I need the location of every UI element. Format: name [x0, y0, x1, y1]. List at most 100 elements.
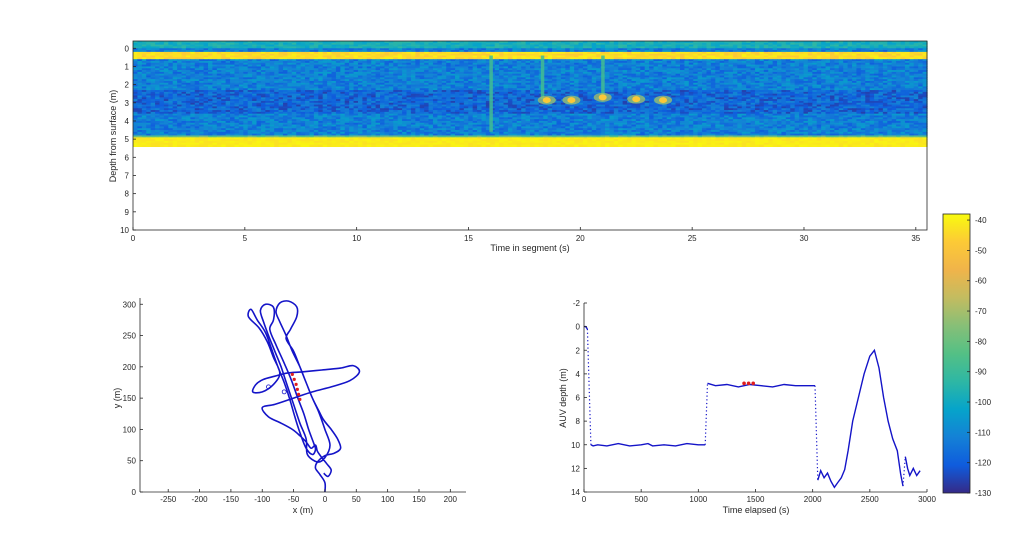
- heatmap-cell: [221, 41, 227, 44]
- heatmap-cell: [331, 73, 337, 77]
- heatmap-cell: [547, 68, 553, 71]
- heatmap-cell: [675, 71, 681, 75]
- heatmap-cell: [163, 46, 169, 49]
- heatmap-cell: [613, 48, 619, 51]
- heatmap-cell: [155, 50, 161, 53]
- heatmap-cell: [274, 70, 280, 73]
- heatmap-cell: [746, 71, 752, 75]
- heatmap-cell: [252, 44, 258, 48]
- heatmap-cell: [666, 64, 672, 68]
- heatmap-cell: [640, 80, 646, 84]
- heatmap-cell: [472, 41, 478, 44]
- heatmap-cell: [366, 42, 372, 46]
- heatmap-cell: [759, 55, 765, 58]
- heatmap-cell: [790, 41, 796, 44]
- heatmap-cell: [860, 73, 866, 77]
- heatmap-cell: [706, 41, 712, 44]
- heatmap-cell: [419, 68, 425, 71]
- heatmap-cell: [410, 50, 416, 53]
- heatmap-cell: [825, 66, 831, 69]
- heatmap-cell: [375, 79, 381, 82]
- heatmap-cell: [741, 50, 747, 53]
- heatmap-cell: [702, 68, 708, 71]
- heatmap-cell: [644, 79, 650, 82]
- heatmap-cell: [582, 46, 588, 49]
- heatmap-cell: [803, 44, 809, 48]
- heatmap-cell: [569, 66, 575, 69]
- heatmap-cell: [415, 50, 421, 53]
- heatmap-cell: [702, 44, 708, 48]
- heatmap-cell: [631, 53, 637, 57]
- heatmap-cell: [768, 46, 774, 49]
- heatmap-cell: [380, 44, 386, 48]
- heatmap-cell: [322, 57, 328, 60]
- heatmap-cell: [459, 59, 465, 62]
- heatmap-cell: [543, 77, 549, 80]
- heatmap-cell: [746, 55, 752, 58]
- heatmap-cell: [825, 79, 831, 82]
- heatmap-cell: [724, 51, 730, 55]
- heatmap-cell: [181, 77, 187, 80]
- heatmap-cell: [181, 70, 187, 73]
- heatmap-cell: [340, 53, 346, 57]
- heatmap-cell: [666, 77, 672, 80]
- heatmap-cell: [596, 57, 602, 60]
- heatmap-cell: [384, 57, 390, 60]
- heatmap-cell: [393, 62, 399, 66]
- heatmap-cell: [777, 79, 783, 82]
- heatmap-cell: [640, 44, 646, 48]
- heatmap-cell: [203, 64, 209, 68]
- heatmap-cell: [335, 42, 341, 46]
- heatmap-cell: [525, 51, 531, 55]
- heatmap-cell: [702, 62, 708, 66]
- heatmap-cell: [490, 42, 496, 46]
- heatmap-cell: [260, 73, 266, 77]
- heatmap-cell: [737, 62, 743, 66]
- heatmap-cell: [737, 60, 743, 64]
- heatmap-cell: [843, 59, 849, 62]
- heatmap-cell: [340, 62, 346, 66]
- heatmap-cell: [587, 50, 593, 53]
- heatmap-cell: [794, 55, 800, 58]
- heatmap-cell: [852, 71, 858, 75]
- heatmap-cell: [653, 73, 659, 77]
- heatmap-cell: [150, 71, 156, 75]
- heatmap-cell: [794, 57, 800, 60]
- heatmap-cell: [309, 53, 315, 57]
- heatmap-cell: [305, 66, 311, 69]
- heatmap-cell: [410, 70, 416, 73]
- heatmap-cell: [256, 77, 262, 80]
- heatmap-cell: [291, 51, 297, 55]
- heatmap-cell: [269, 60, 275, 64]
- heatmap-cell: [168, 48, 174, 51]
- heatmap-cell: [163, 42, 169, 46]
- heatmap-cell: [825, 42, 831, 46]
- heatmap-cell: [715, 50, 721, 53]
- heatmap-cell: [657, 55, 663, 58]
- heatmap-cell: [212, 46, 218, 49]
- heatmap-cell: [375, 73, 381, 77]
- heatmap-cell: [419, 70, 425, 73]
- heatmap-cell: [181, 71, 187, 75]
- heatmap-cell: [432, 68, 438, 71]
- heatmap-cell: [635, 66, 641, 69]
- heatmap-cell: [763, 48, 769, 51]
- heatmap-cell: [402, 41, 408, 44]
- heatmap-cell: [177, 73, 183, 77]
- heatmap-cell: [547, 48, 553, 51]
- heatmap-cell: [331, 68, 337, 71]
- heatmap-cell: [256, 57, 262, 60]
- heatmap-cell: [891, 46, 897, 49]
- heatmap-cell: [141, 48, 147, 51]
- heatmap-cell: [432, 64, 438, 68]
- heatmap-cell: [838, 73, 844, 77]
- heatmap-cell: [216, 62, 222, 66]
- heatmap-cell: [402, 50, 408, 53]
- heatmap-cell: [494, 46, 500, 49]
- heatmap-cell: [671, 64, 677, 68]
- heatmap-cell: [834, 59, 840, 62]
- heatmap-cell: [574, 73, 580, 77]
- heatmap-cell: [596, 51, 602, 55]
- heatmap-cell: [821, 42, 827, 46]
